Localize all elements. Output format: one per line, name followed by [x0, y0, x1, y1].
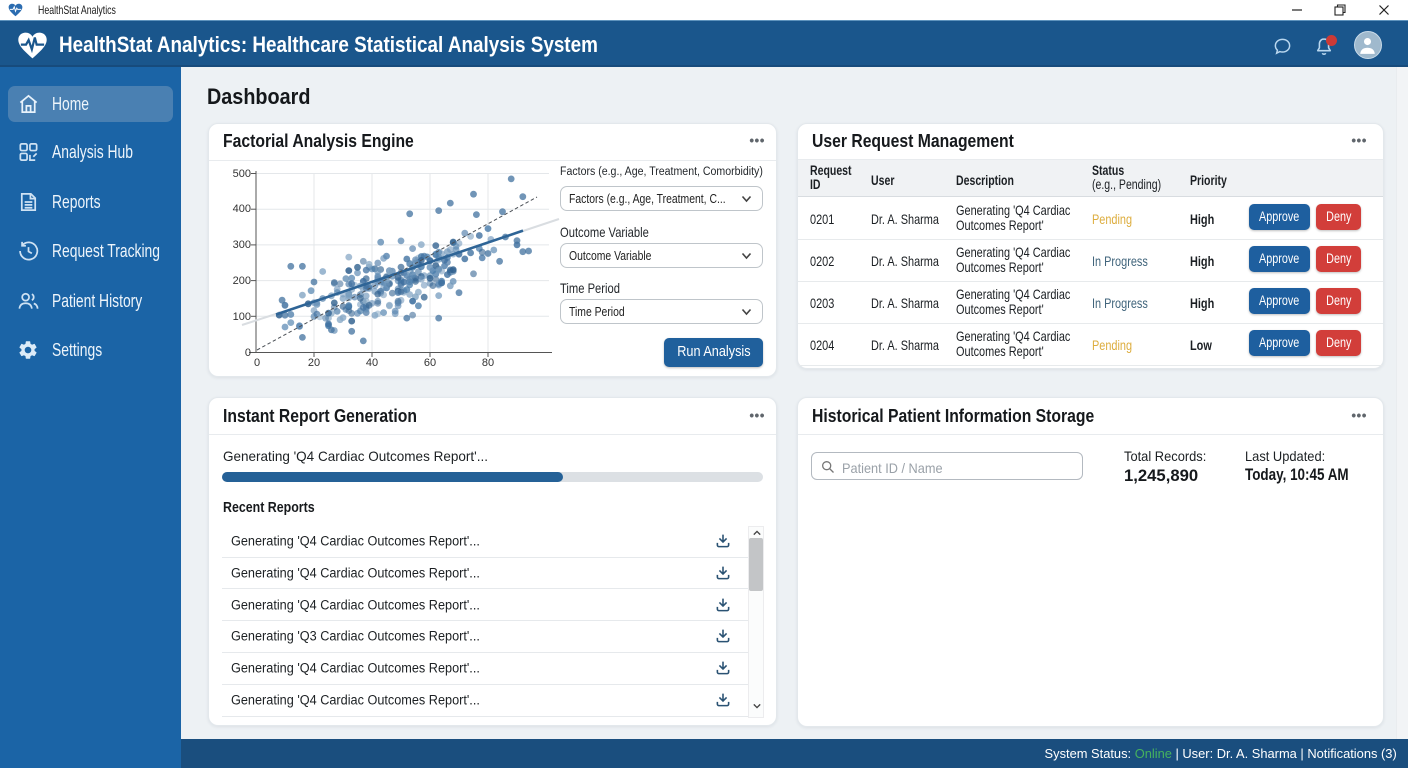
svg-text:400: 400 — [233, 203, 251, 215]
svg-text:80: 80 — [482, 357, 494, 369]
svg-text:40: 40 — [366, 357, 378, 369]
svg-text:0: 0 — [254, 357, 260, 369]
svg-text:0: 0 — [245, 347, 251, 359]
svg-text:100: 100 — [233, 311, 251, 323]
svg-text:300: 300 — [233, 239, 251, 251]
svg-text:60: 60 — [424, 357, 436, 369]
svg-text:500: 500 — [233, 168, 251, 180]
svg-text:200: 200 — [233, 275, 251, 287]
svg-text:20: 20 — [308, 357, 320, 369]
